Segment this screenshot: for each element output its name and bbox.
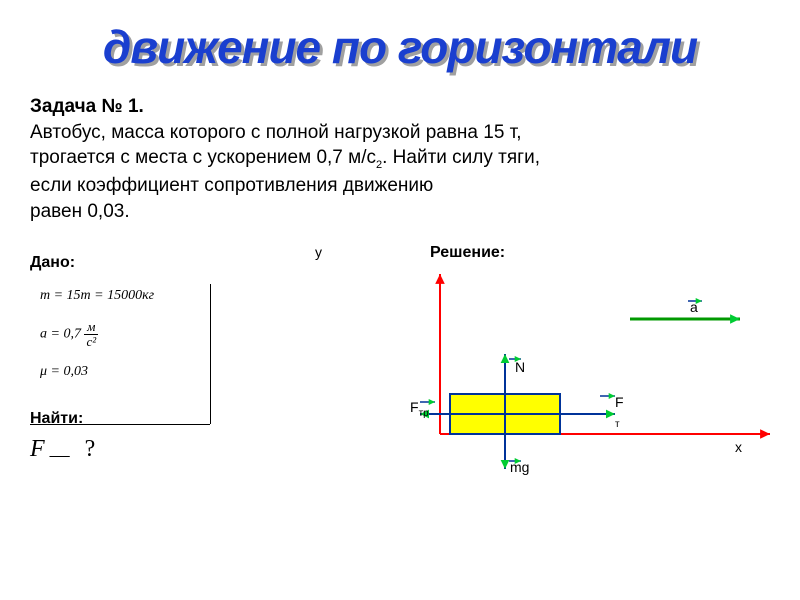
vector-Ft-label: Fт xyxy=(615,394,624,430)
given-mass: m = 15т = 15000кг xyxy=(40,288,260,304)
vector-Ftr-sub: тр xyxy=(419,408,429,419)
given-accel-den: с² xyxy=(84,335,98,349)
vector-Ft-sub: т xyxy=(615,419,620,430)
problem-line3: если коэффициент сопротивления движению xyxy=(30,175,433,196)
diagram-column: Решение: y a N Fтр Fт mg x xyxy=(260,244,770,467)
vector-Ft-F: F xyxy=(615,394,624,410)
find-heading: Найти: xyxy=(30,410,260,428)
vector-mg-label: mg xyxy=(510,459,529,475)
given-column: Дано: m = 15т = 15000кг a = 0,7 м с² μ =… xyxy=(30,244,260,467)
problem-line2b: . Найти силу тяги, xyxy=(382,147,540,168)
given-vertical-rule xyxy=(210,284,211,424)
given-accel-lhs: a = 0,7 xyxy=(40,327,81,342)
find-dash: — xyxy=(50,444,70,466)
given-mu: μ = 0,03 xyxy=(40,364,260,380)
page-title: движение по горизонтали xyxy=(30,20,770,74)
given-heading: Дано: xyxy=(30,254,260,272)
vector-Ftr-F: F xyxy=(410,399,419,415)
vector-a-label: a xyxy=(690,299,698,315)
given-accel: a = 0,7 м с² xyxy=(40,320,260,348)
solution-heading: Решение: xyxy=(430,244,505,262)
given-horizontal-rule xyxy=(30,424,210,425)
force-diagram xyxy=(300,264,780,499)
problem-text: Задача № 1. Автобус, масса которого с по… xyxy=(30,94,770,224)
vector-Ftr-label: Fтр xyxy=(410,399,429,419)
find-qmark: ? xyxy=(85,436,96,462)
problem-line2a: трогается с места с ускорением 0,7 м/с xyxy=(30,147,376,168)
problem-line4: равен 0,03. xyxy=(30,201,130,222)
vector-N-label: N xyxy=(515,359,525,375)
find-expression: F — ? xyxy=(30,436,260,467)
axis-x-label: x xyxy=(735,439,742,455)
problem-label: Задача № 1. xyxy=(30,96,144,117)
given-accel-num: м xyxy=(84,320,98,335)
find-F: F xyxy=(30,436,45,462)
axis-y-label: y xyxy=(315,244,322,260)
problem-line1: Автобус, масса которого с полной нагрузк… xyxy=(30,122,522,143)
